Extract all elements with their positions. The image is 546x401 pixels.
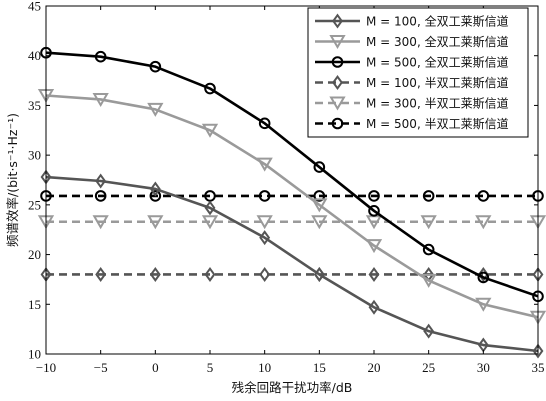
legend-label: M = 100, 全双工莱斯信道 [366,14,509,29]
data-point-4-3 [149,266,161,282]
y-tick-label: 40 [28,48,41,63]
data-point-2-9 [475,297,492,312]
data-point-1-3 [149,181,161,197]
data-point-3-7 [368,205,380,217]
axes: −10 −5 0 5 10 15 20 25 30 35 10 15 20 25 30 35 40 45 [28,0,545,375]
y-tick-label: 10 [28,347,41,362]
data-point-6-5 [258,190,271,202]
data-point-1-2 [95,173,107,189]
series-line-3 [45,51,539,298]
data-point-2-8 [420,273,437,288]
x-tick-label: 25 [422,360,435,375]
data-point-2-4 [201,123,219,138]
y-tick-label: 35 [28,98,41,113]
data-point-5-9 [475,215,492,230]
data-point-3-2 [94,50,107,63]
legend-entry-4: M = 100, 半双工莱斯信道 [315,74,509,91]
legend-marker [332,74,343,91]
legend-marker [329,96,346,111]
legend-entry-3: M = 500, 全双工莱斯信道 [315,55,509,70]
series-line-2 [45,94,539,319]
data-point-6-3 [149,190,162,202]
legend-entry-6: M = 500, 半双工莱斯信道 [315,117,509,131]
data-point-3-6 [313,161,326,173]
x-tick-label: 5 [207,360,214,375]
legend-marker [331,56,344,68]
series-3 [40,46,544,303]
data-point-2-7 [365,239,383,254]
data-point-5-6 [311,215,328,230]
data-point-4-4 [204,266,216,282]
data-point-3-8 [422,243,435,256]
data-point-2-3 [147,102,164,117]
legend-label: M = 100, 半双工莱斯信道 [366,76,509,90]
series-5 [37,215,546,230]
y-tick-label: 45 [28,0,41,14]
data-point-3-5 [258,117,271,130]
y-tick-label: 20 [28,247,41,262]
data-point-5-4 [201,215,219,230]
series-6 [40,190,544,202]
data-point-1-10 [532,343,544,359]
data-point-5-3 [147,215,164,230]
data-point-4-2 [95,266,107,282]
data-point-5-8 [420,215,437,230]
legend-marker [331,117,344,130]
data-point-1-4 [204,200,216,216]
x-tick-label: −10 [36,360,56,375]
data-point-5-5 [256,215,273,230]
y-tick-label: 15 [28,297,41,312]
data-point-1-6 [313,266,325,282]
legend-marker [332,13,343,29]
legend-label: M = 500, 半双工莱斯信道 [366,117,509,131]
x-tick-label: 20 [368,360,381,375]
legend-label: M = 300, 半双工莱斯信道 [366,97,509,111]
data-point-3-9 [477,271,490,284]
x-tick-label: 15 [313,360,326,375]
data-point-4-7 [368,266,380,282]
data-point-3-4 [204,82,216,95]
x-axis-title: 残余回路干扰功率/dB [232,380,353,395]
data-point-6-2 [94,190,107,202]
data-point-1-7 [368,299,380,315]
x-tick-label: 0 [152,360,159,375]
y-tick-label: 30 [28,148,41,163]
legend: M = 100, 全双工莱斯信道 M = 300, 全双工莱斯信道 M = 500,… [307,7,529,138]
legend-label: M = 300, 全双工莱斯信道 [366,34,509,49]
legend-marker [329,35,346,49]
x-tick-label: 30 [477,360,490,375]
axes-frame [45,5,539,355]
data-point-6-8 [422,190,435,202]
data-point-2-6 [311,198,328,213]
legend-label: M = 500, 全双工莱斯信道 [366,55,509,70]
series-1 [40,169,544,359]
data-point-1-8 [423,323,435,339]
data-point-6-9 [477,190,490,202]
data-point-5-2 [92,215,109,230]
data-point-3-3 [149,60,162,73]
legend-entry-5: M = 300, 半双工莱斯信道 [315,96,509,111]
x-tick-label: 10 [258,360,271,375]
data-point-6-7 [368,190,380,202]
x-tick-label: −5 [94,360,108,375]
series-line-1 [45,175,539,353]
legend-entry-1: M = 100, 全双工莱斯信道 [315,13,509,29]
data-point-4-5 [259,266,271,282]
data-point-2-2 [92,92,109,107]
data-point-1-5 [259,230,271,246]
y-tick-label: 25 [28,197,41,212]
data-point-6-6 [313,190,326,202]
legend-entry-2: M = 300, 全双工莱斯信道 [315,34,509,49]
legend-box [307,7,529,138]
data-point-2-5 [256,157,273,172]
x-tick-label: 35 [532,360,545,375]
y-axis-title: 频谱效率/(bit·s⁻¹·Hz⁻¹) [5,113,20,247]
